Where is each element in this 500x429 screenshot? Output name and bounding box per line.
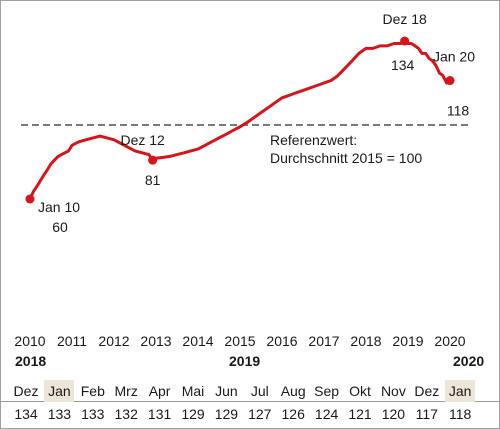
x-tick-label: 2015 xyxy=(224,333,255,349)
month-label: Apr xyxy=(148,383,171,399)
x-tick-label: 2018 xyxy=(350,333,381,349)
x-tick-label: 2017 xyxy=(308,333,339,349)
line-chart: Referenzwert: Durchschnitt 2015 = 100 Ja… xyxy=(14,11,475,349)
month-value: 120 xyxy=(381,406,406,422)
month-label: Jan xyxy=(44,380,75,402)
month-label: Dez xyxy=(414,383,440,399)
month-label: Jan xyxy=(445,380,476,402)
point-date-label: Jan 20 xyxy=(433,49,475,65)
highlight-point xyxy=(25,194,35,204)
x-axis-ticks: 2010 2011 2012 2013 2014 2015 2016 2017 2018 2019… xyxy=(14,333,465,349)
point-value-label: 60 xyxy=(52,219,68,235)
month-label: Aug xyxy=(280,383,306,399)
table-divider xyxy=(1,401,499,402)
month-value: 117 xyxy=(415,406,438,422)
highlight-point xyxy=(400,36,410,46)
year-group-label: 2019 xyxy=(229,353,261,369)
x-tick-label: 2014 xyxy=(182,333,213,349)
month-label: Dez xyxy=(13,383,39,399)
month-label: Okt xyxy=(349,383,371,399)
month-value: 134 xyxy=(14,406,38,422)
month-value: 127 xyxy=(248,406,272,422)
month-value: 124 xyxy=(314,406,339,422)
month-value: 129 xyxy=(214,406,239,422)
year-group-label: 2020 xyxy=(453,353,485,369)
month-value: 133 xyxy=(47,406,72,422)
point-date-label: Dez 12 xyxy=(120,132,165,148)
month-value: 131 xyxy=(147,406,172,422)
month-label: Mai xyxy=(181,383,205,399)
x-tick-label: 2011 xyxy=(57,333,87,349)
point-date-label: Dez 18 xyxy=(382,11,427,27)
x-tick-label: 2016 xyxy=(266,333,297,349)
month-value: 118 xyxy=(449,406,472,422)
point-value-label: 134 xyxy=(391,57,415,73)
highlight-point xyxy=(445,76,455,86)
month-label: Sep xyxy=(314,383,340,399)
x-tick-label: 2019 xyxy=(392,333,423,349)
x-tick-label: 2013 xyxy=(140,333,171,349)
x-tick-label: 2010 xyxy=(14,333,45,349)
point-date-label: Jan 10 xyxy=(38,199,80,215)
month-value: 126 xyxy=(281,406,305,422)
x-tick-label: 2020 xyxy=(434,333,465,349)
month-value: 129 xyxy=(181,406,205,422)
month-value: 133 xyxy=(81,406,105,422)
reference-label-line1: Referenzwert: xyxy=(270,132,357,148)
month-label: Nov xyxy=(380,383,406,399)
month-label: Jul xyxy=(250,383,269,399)
highlighted-points: Jan 10 60 Dez 12 81 Dez 18 134 Jan 20 118 xyxy=(25,11,475,235)
month-value: 121 xyxy=(348,406,372,422)
month-label: Feb xyxy=(80,383,105,399)
point-value-label: 118 xyxy=(447,103,470,119)
point-value-label: 81 xyxy=(145,172,161,188)
x-tick-label: 2012 xyxy=(98,333,129,349)
reference-label-line2: Durchschnitt 2015 = 100 xyxy=(270,150,422,166)
month-value: 132 xyxy=(114,406,138,422)
year-group-label: 2018 xyxy=(15,353,47,369)
highlight-point xyxy=(148,155,158,165)
month-label: Mrz xyxy=(114,383,138,399)
series-line xyxy=(28,39,452,201)
month-label: Jun xyxy=(215,383,238,399)
